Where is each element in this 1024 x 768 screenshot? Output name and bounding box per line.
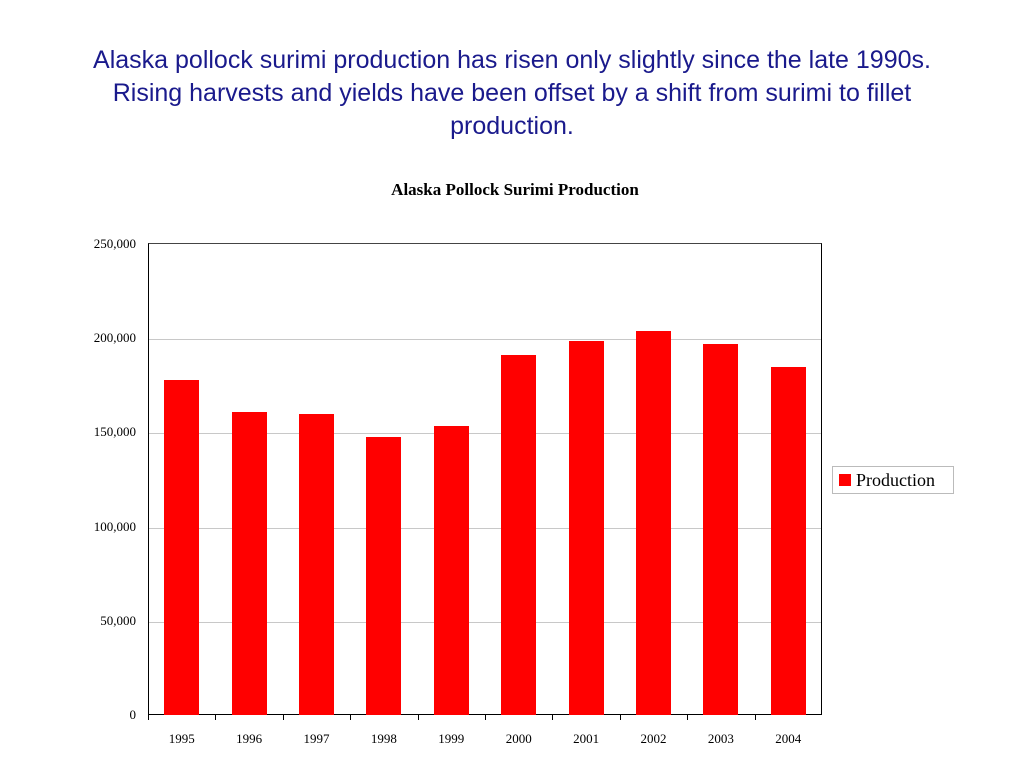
gridline (149, 527, 821, 529)
x-tick-label: 1997 (303, 731, 330, 746)
y-tick-label: 200,000 (93, 330, 136, 346)
chart-title: Alaska Pollock Surimi Production (391, 180, 639, 199)
gridline (149, 621, 821, 623)
y-tick-label: 150,000 (93, 424, 136, 440)
y-tick-label: 100,000 (93, 518, 136, 534)
bar-2001 (568, 341, 604, 715)
y-tick-label: 50,000 (100, 612, 136, 628)
plot-area (148, 243, 822, 715)
gridline (149, 339, 821, 341)
x-tick (552, 715, 554, 720)
legend-swatch (839, 474, 851, 486)
x-tick (485, 715, 486, 720)
x-tick (215, 715, 217, 720)
bar-1999 (433, 425, 469, 715)
x-tick (282, 715, 284, 720)
x-tick-label: 2001 (573, 731, 600, 746)
x-tick (754, 715, 756, 720)
x-tick-label: 1995 (168, 731, 195, 746)
x-tick-label: 2000 (505, 731, 532, 746)
y-tick-label: 0 (129, 707, 137, 722)
legend-label: Production (856, 469, 935, 490)
bar-1995 (164, 379, 200, 715)
x-tick-label: 1999 (438, 731, 465, 746)
x-tick (687, 715, 689, 720)
bar-1998 (366, 437, 402, 715)
x-tick-label: 2002 (640, 731, 667, 746)
bar-2004 (770, 367, 806, 715)
x-tick (619, 715, 621, 720)
x-tick-label: 1996 (236, 731, 263, 746)
x-tick (148, 715, 149, 720)
legend: Production (832, 466, 954, 494)
y-tick-label: 250,000 (93, 236, 136, 251)
x-tick-label: 2004 (775, 731, 802, 746)
x-tick (350, 715, 352, 720)
x-tick (417, 715, 419, 720)
bar-1996 (231, 411, 267, 715)
bar-2000 (501, 355, 537, 715)
slide-headline: Alaska pollock surimi production has ris… (93, 46, 931, 140)
x-tick-label: 1998 (370, 731, 397, 746)
gridline (149, 433, 821, 435)
bar-1997 (299, 413, 334, 715)
bar-2002 (636, 330, 671, 715)
bar-2003 (703, 343, 739, 715)
x-tick-label: 2003 (707, 731, 734, 746)
